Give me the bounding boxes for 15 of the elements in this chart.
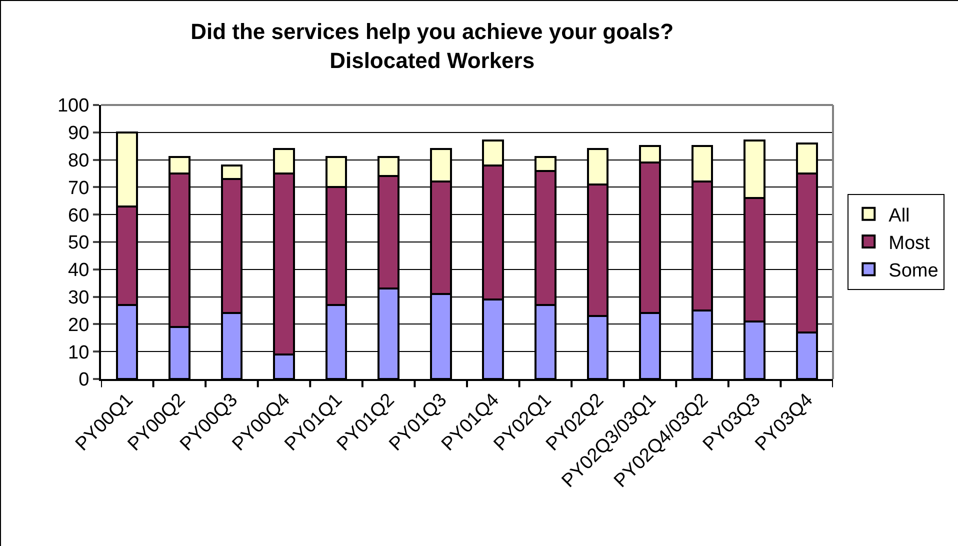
y-tick-label: 100 xyxy=(57,96,90,117)
y-tick-label: 40 xyxy=(68,260,90,282)
y-tick-label: 50 xyxy=(68,232,90,254)
y-tick-label: 70 xyxy=(68,178,90,199)
chart-title: Did the services help you achieve your goals? Dislocated Workers xyxy=(190,19,674,73)
y-tick-label: 80 xyxy=(68,150,90,172)
y-tick-label: 10 xyxy=(68,342,90,364)
y-tick-label: 20 xyxy=(68,314,90,336)
legend-label: Some xyxy=(888,260,938,282)
y-tick-label: 90 xyxy=(68,123,90,144)
legend-label: All xyxy=(888,205,910,226)
legend-label: Most xyxy=(888,232,931,254)
y-tick-label: 60 xyxy=(68,205,90,226)
y-tick-label: 30 xyxy=(68,287,90,308)
y-tick-label: 0 xyxy=(78,370,90,391)
